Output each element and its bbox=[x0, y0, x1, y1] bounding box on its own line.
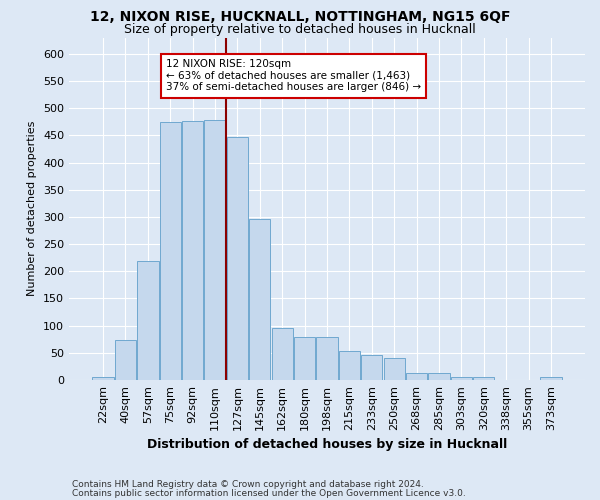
Bar bbox=[137, 262, 158, 380]
Bar bbox=[383, 358, 405, 380]
Bar bbox=[182, 121, 203, 380]
Text: 12, NIXON RISE, HUCKNALL, NOTTINGHAM, NG15 6QF: 12, NIXON RISE, HUCKNALL, NOTTINGHAM, NG… bbox=[90, 10, 510, 24]
Y-axis label: Number of detached properties: Number of detached properties bbox=[28, 121, 37, 296]
Bar bbox=[272, 328, 293, 380]
Bar bbox=[205, 120, 226, 380]
Bar bbox=[92, 378, 114, 380]
Bar bbox=[316, 337, 338, 380]
Bar bbox=[473, 378, 494, 380]
Bar bbox=[115, 340, 136, 380]
Bar bbox=[406, 373, 427, 380]
Bar bbox=[249, 219, 271, 380]
Text: 12 NIXON RISE: 120sqm
← 63% of detached houses are smaller (1,463)
37% of semi-d: 12 NIXON RISE: 120sqm ← 63% of detached … bbox=[166, 59, 421, 92]
Text: Size of property relative to detached houses in Hucknall: Size of property relative to detached ho… bbox=[124, 22, 476, 36]
Bar bbox=[428, 374, 449, 380]
Bar bbox=[160, 122, 181, 380]
Bar bbox=[451, 378, 472, 380]
Bar bbox=[294, 337, 315, 380]
Text: Contains HM Land Registry data © Crown copyright and database right 2024.: Contains HM Land Registry data © Crown c… bbox=[72, 480, 424, 489]
Bar bbox=[361, 355, 382, 380]
Bar bbox=[227, 137, 248, 380]
Text: Contains public sector information licensed under the Open Government Licence v3: Contains public sector information licen… bbox=[72, 488, 466, 498]
Bar bbox=[540, 378, 562, 380]
Bar bbox=[339, 351, 360, 380]
X-axis label: Distribution of detached houses by size in Hucknall: Distribution of detached houses by size … bbox=[147, 438, 507, 451]
